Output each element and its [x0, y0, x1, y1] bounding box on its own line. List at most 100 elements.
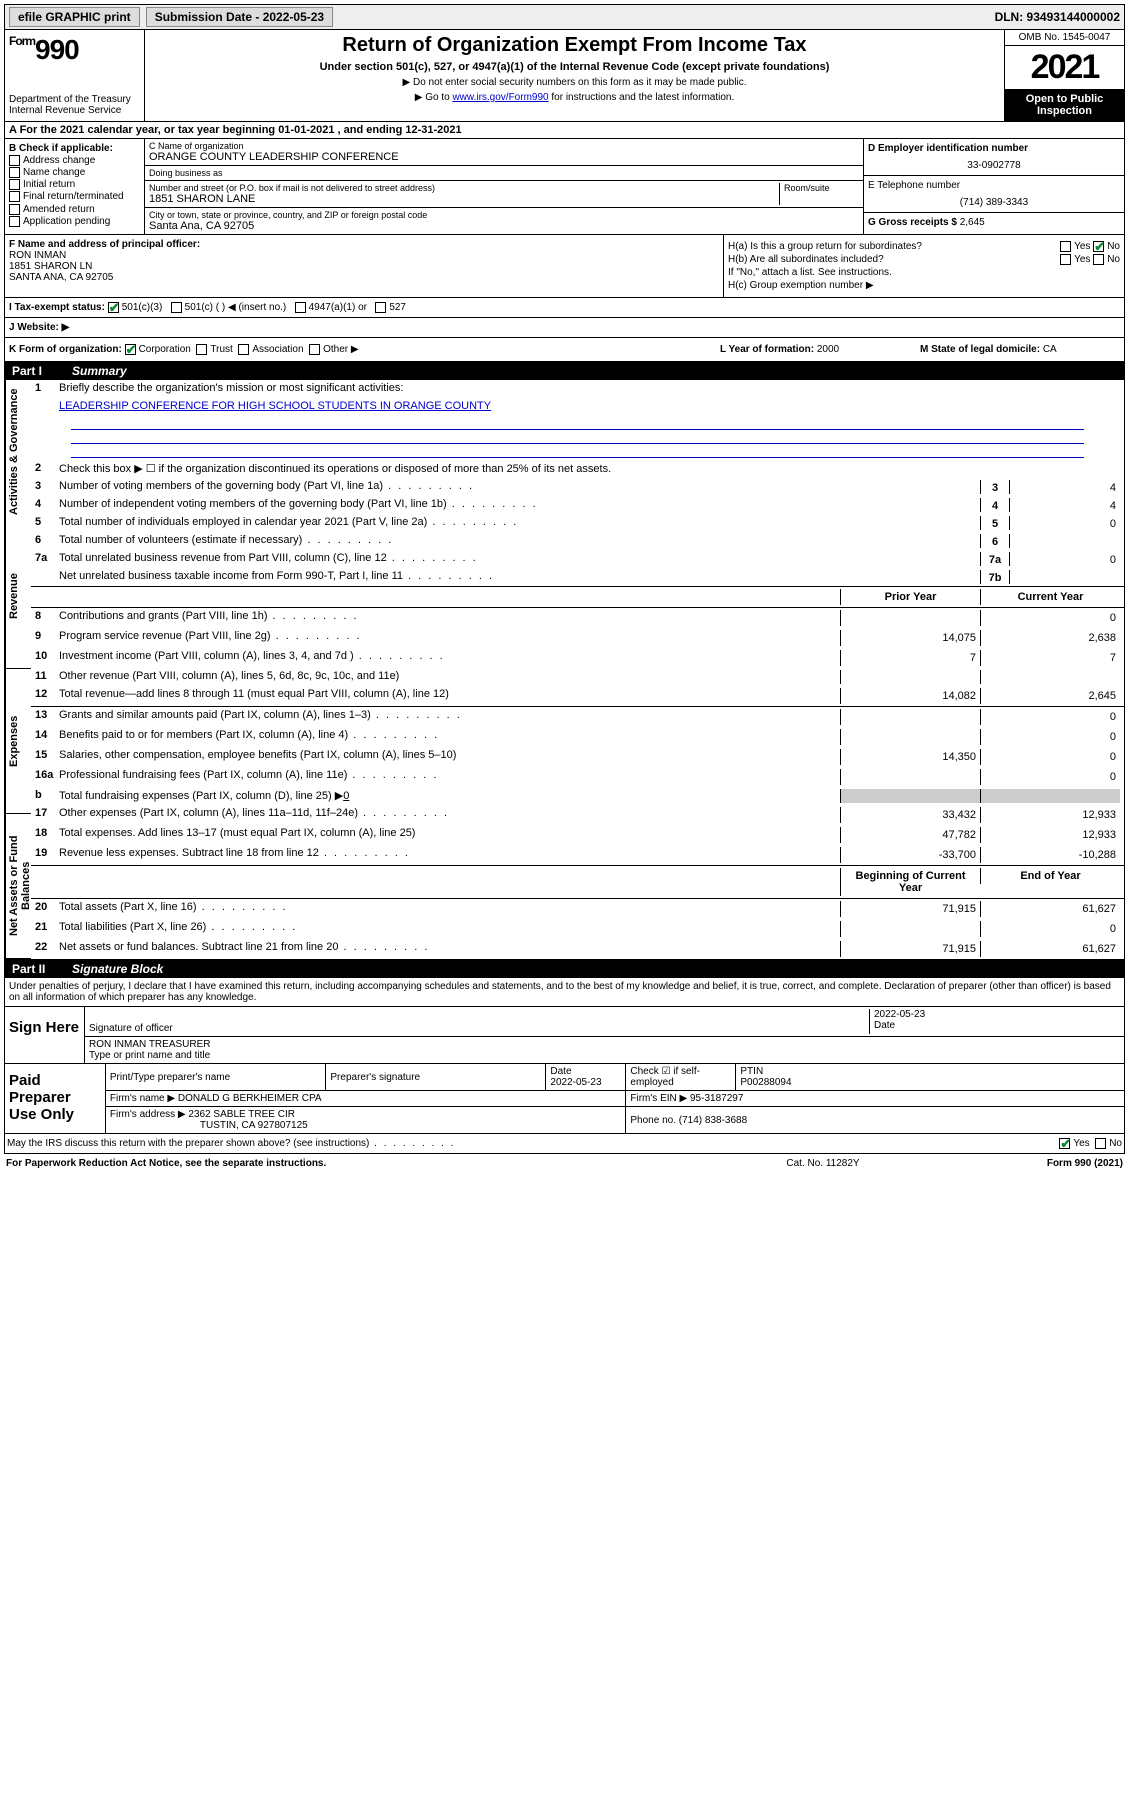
form-note-2: ▶ Go to www.irs.gov/Form990 for instruct…: [153, 92, 996, 103]
submission-date-button[interactable]: Submission Date - 2022-05-23: [146, 7, 333, 27]
status-4947-checkbox[interactable]: [295, 302, 306, 313]
side-labels: Activities & Governance Revenue Expenses…: [5, 380, 31, 959]
part2-label: Part II: [12, 962, 72, 976]
box-k-form-org: K Form of organization: Corporation Trus…: [9, 344, 720, 355]
form-note-1: ▶ Do not enter social security numbers o…: [153, 77, 996, 88]
chk-amended-return[interactable]: Amended return: [9, 204, 140, 215]
prep-date-label: Date: [550, 1066, 571, 1077]
firm-name-label: Firm's name ▶: [110, 1093, 175, 1104]
col-begin-year: Beginning of Current Year: [840, 868, 980, 896]
officer-group-block: F Name and address of principal officer:…: [4, 235, 1125, 298]
col-prior-year: Prior Year: [840, 589, 980, 605]
discuss-no-checkbox[interactable]: [1095, 1138, 1106, 1149]
phone-label: E Telephone number: [868, 180, 960, 191]
street-value: 1851 SHARON LANE: [149, 193, 779, 205]
box-l-year: L Year of formation: 2000: [720, 344, 920, 355]
firm-addr2: TUSTIN, CA 927807125: [200, 1120, 308, 1131]
hb-no-checkbox[interactable]: [1093, 254, 1104, 265]
line20-current: 61,627: [980, 901, 1120, 917]
form-org-label: K Form of organization:: [9, 344, 122, 355]
self-employed-check[interactable]: Check ☑ if self-employed: [630, 1066, 700, 1088]
box-deg-column: D Employer identification number 33-0902…: [864, 139, 1124, 234]
status-501c-checkbox[interactable]: [171, 302, 182, 313]
chk-address-change[interactable]: Address change: [9, 155, 140, 166]
hb-yes-checkbox[interactable]: [1060, 254, 1071, 265]
line7a-value: 0: [1010, 552, 1120, 566]
note2-pre: ▶ Go to: [415, 92, 453, 103]
hc-label: H(c) Group exemption number ▶: [728, 280, 1120, 291]
form-subtitle: Under section 501(c), 527, or 4947(a)(1)…: [153, 61, 996, 73]
form-header: Form990 Department of the Treasury Inter…: [4, 30, 1125, 122]
ein-value: 33-0902778: [868, 160, 1120, 171]
firm-name: DONALD G BERKHEIMER CPA: [178, 1093, 322, 1104]
note2-post: for instructions and the latest informat…: [549, 92, 735, 103]
sig-date: 2022-05-23: [874, 1009, 1120, 1020]
penalties-text: Under penalties of perjury, I declare th…: [4, 978, 1125, 1007]
line16b-prior-shade: [840, 789, 980, 803]
officer-label: F Name and address of principal officer:: [9, 239, 200, 250]
ha-yes-checkbox[interactable]: [1060, 241, 1071, 252]
line15-label: Salaries, other compensation, employee b…: [59, 749, 840, 761]
discuss-yes-checkbox[interactable]: [1059, 1138, 1070, 1149]
mission-line: [71, 432, 1084, 444]
chk-final-return[interactable]: Final return/terminated: [9, 191, 140, 202]
line10-label: Investment income (Part VIII, column (A)…: [59, 650, 840, 662]
discuss-question: May the IRS discuss this return with the…: [7, 1138, 455, 1149]
top-toolbar: efile GRAPHIC print Submission Date - 20…: [4, 4, 1125, 30]
dept-label: Department of the Treasury Internal Reve…: [9, 94, 140, 116]
line3-value: 4: [1010, 480, 1120, 494]
part1-name: Summary: [72, 364, 127, 378]
sig-officer-label: Signature of officer: [89, 1023, 869, 1034]
ha-no-checkbox[interactable]: [1093, 241, 1104, 252]
instructions-link[interactable]: www.irs.gov/Form990: [452, 92, 548, 103]
chk-application-pending[interactable]: Application pending: [9, 216, 140, 227]
box-f-officer: F Name and address of principal officer:…: [5, 235, 724, 297]
line19-label: Revenue less expenses. Subtract line 18 …: [59, 847, 840, 859]
line11-label: Other revenue (Part VIII, column (A), li…: [59, 670, 840, 682]
room-label: Room/suite: [784, 183, 859, 193]
mission-text[interactable]: LEADERSHIP CONFERENCE FOR HIGH SCHOOL ST…: [59, 400, 491, 412]
box-b-checkboxes: B Check if applicable: Address change Na…: [5, 139, 145, 234]
org-assoc-checkbox[interactable]: [238, 344, 249, 355]
line21-prior: [840, 921, 980, 937]
form-title-cell: Return of Organization Exempt From Incom…: [145, 30, 1004, 121]
officer-print-label: Type or print name and title: [89, 1050, 1120, 1061]
part1-header: Part I Summary: [4, 362, 1125, 380]
pra-notice: For Paperwork Reduction Act Notice, see …: [6, 1158, 723, 1169]
omb-number: OMB No. 1545-0047: [1005, 30, 1124, 46]
line17-current: 12,933: [980, 807, 1120, 823]
side-governance: Activities & Governance: [5, 380, 31, 524]
website-label: J Website: ▶: [9, 322, 69, 333]
line19-prior: -33,700: [840, 847, 980, 863]
chk-name-change[interactable]: Name change: [9, 167, 140, 178]
col-current-year: Current Year: [980, 589, 1120, 605]
org-trust-checkbox[interactable]: [196, 344, 207, 355]
status-527-checkbox[interactable]: [375, 302, 386, 313]
line21-label: Total liabilities (Part X, line 26): [59, 921, 840, 933]
chk-initial-return[interactable]: Initial return: [9, 179, 140, 190]
line11-current: [980, 670, 1120, 684]
line16a-prior: [840, 769, 980, 785]
form-version: Form 990 (2021): [923, 1158, 1123, 1169]
officer-addr1: 1851 SHARON LN: [9, 261, 92, 272]
line8-current: 0: [980, 610, 1120, 626]
box-c-org-info: C Name of organization ORANGE COUNTY LEA…: [145, 139, 864, 234]
officer-name: RON INMAN: [9, 250, 66, 261]
org-other-checkbox[interactable]: [309, 344, 320, 355]
org-corp-checkbox[interactable]: [125, 344, 136, 355]
efile-print-button[interactable]: efile GRAPHIC print: [9, 7, 140, 27]
preparer-table: Print/Type preparer's name Preparer's si…: [106, 1064, 1124, 1133]
line20-prior: 71,915: [840, 901, 980, 917]
line7a-label: Total unrelated business revenue from Pa…: [59, 552, 980, 564]
status-501c3-checkbox[interactable]: [108, 302, 119, 313]
org-name-label: C Name of organization: [149, 141, 859, 151]
sec-revenue: Prior YearCurrent Year 8Contributions an…: [31, 587, 1124, 707]
line10-prior: 7: [840, 650, 980, 666]
line14-label: Benefits paid to or for members (Part IX…: [59, 729, 840, 741]
part1-label: Part I: [12, 364, 72, 378]
line16b-current-shade: [980, 789, 1120, 803]
line9-current: 2,638: [980, 630, 1120, 646]
dln-label: DLN: 93493144000002: [995, 10, 1120, 24]
line1-label: Briefly describe the organization's miss…: [59, 382, 1120, 394]
row-a-text: A For the 2021 calendar year, or tax yea…: [9, 124, 462, 136]
